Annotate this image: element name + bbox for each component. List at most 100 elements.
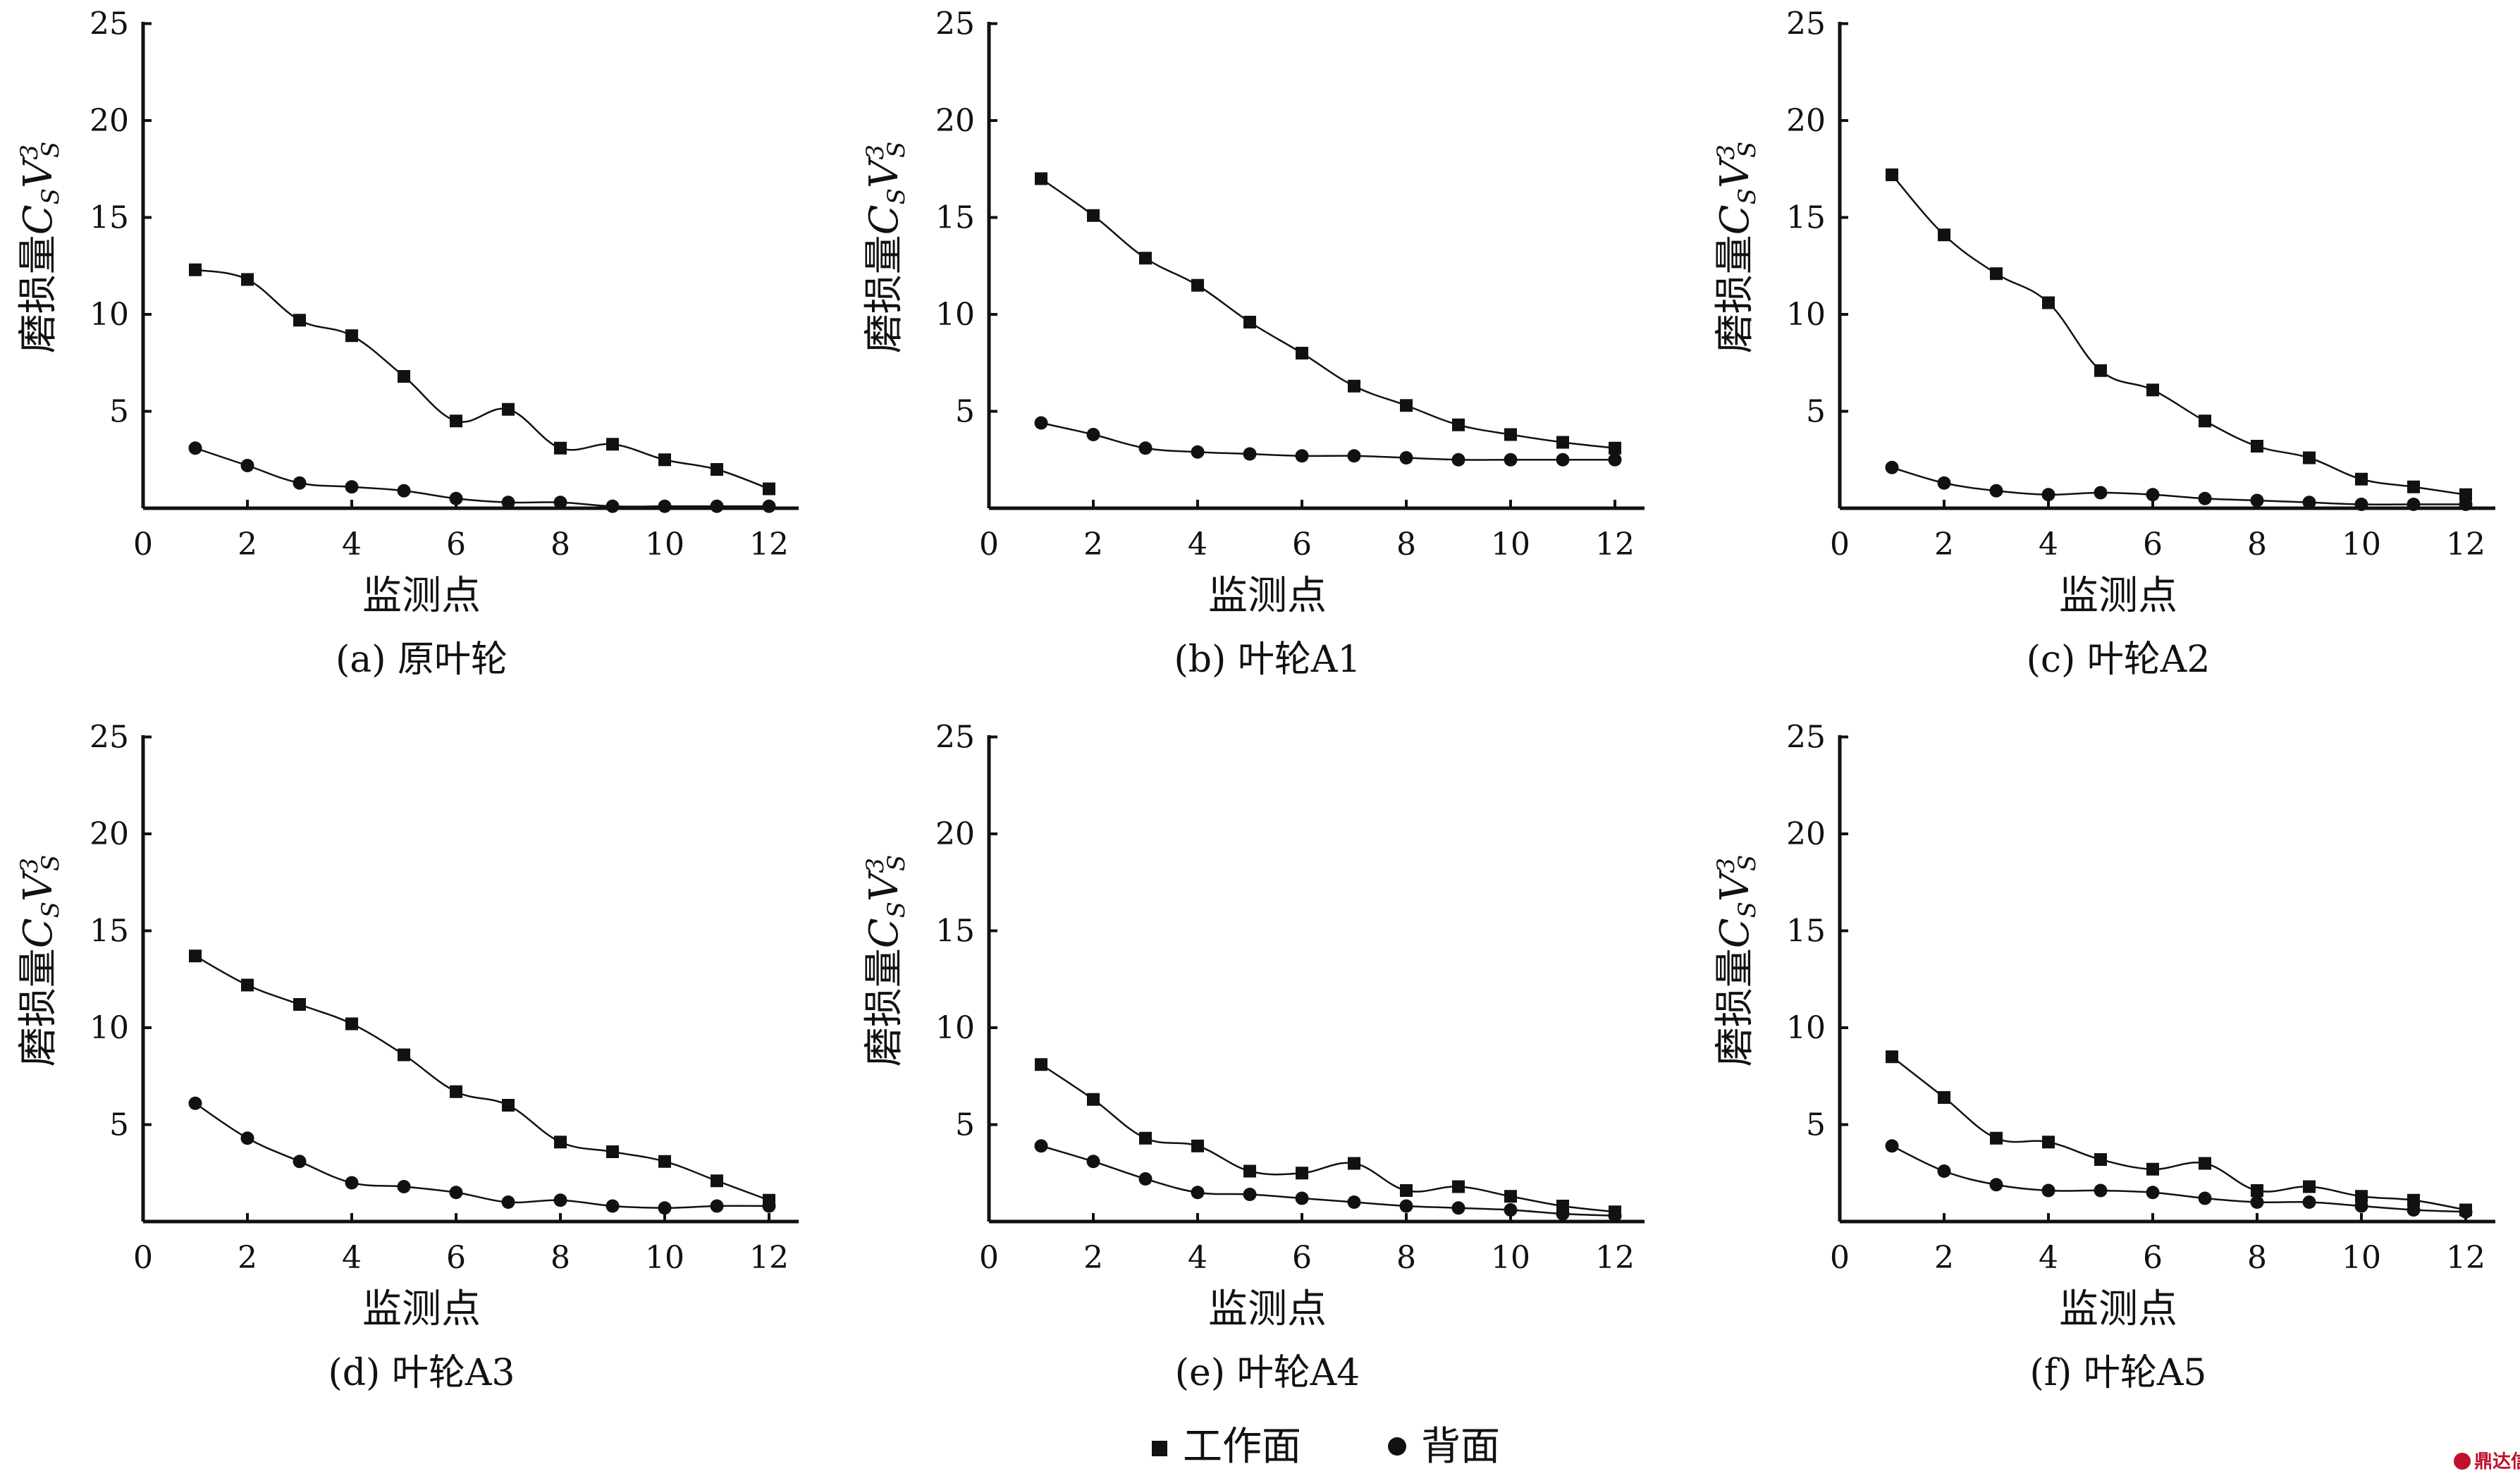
y-axis-title: 磨损量CSV3S (16, 855, 65, 1067)
data-point-square (189, 949, 202, 963)
data-point-square (1886, 1050, 1898, 1064)
data-point-square (2199, 1157, 2211, 1170)
data-point-square (345, 1017, 358, 1031)
series-line-back-face (1040, 422, 1615, 461)
x-axis-title: 监测点 (1208, 1286, 1327, 1332)
data-point-square (1938, 1091, 1950, 1104)
data-point-circle (1989, 1178, 2003, 1192)
x-tick-label: 0 (979, 1240, 999, 1276)
x-tick-label: 6 (2143, 527, 2163, 562)
series-line-back-face (1891, 1145, 2466, 1213)
data-point-circle (2459, 498, 2473, 511)
data-point-circle (2302, 496, 2316, 510)
data-point-square (2407, 1193, 2420, 1207)
x-tick-label: 2 (1083, 527, 1103, 562)
data-point-square (1035, 1058, 1047, 1071)
data-point-circle (1937, 476, 1951, 490)
data-point-circle (1451, 453, 1465, 467)
series-line-working-face (1040, 178, 1616, 449)
data-point-square (398, 1048, 410, 1062)
data-point-square (711, 1174, 723, 1188)
x-tick-label: 6 (1292, 1240, 1312, 1276)
y-tick-label: 15 (1786, 200, 1826, 236)
data-point-circle (2354, 1199, 2368, 1213)
data-point-circle (345, 1176, 359, 1190)
chart-panel-4: 0 2 4 6 8 10 12 5 10 15 20 25 监测点 磨损量CSV3S (d) 叶轮A3 (16, 720, 799, 1394)
panel-caption: (c) 叶轮A2 (2027, 639, 2211, 681)
x-tick-label: 0 (133, 1240, 153, 1276)
panel-caption: (f) 叶轮A5 (2030, 1352, 2207, 1394)
panel-caption: (d) 叶轮A3 (328, 1352, 515, 1394)
data-point-square (2094, 364, 2107, 377)
data-point-circle (1399, 451, 1413, 465)
data-point-circle (2407, 1203, 2421, 1217)
data-point-circle (606, 499, 620, 513)
data-point-square (1556, 436, 1569, 449)
data-point-circle (1989, 484, 2003, 498)
data-point-circle (1885, 460, 1899, 474)
y-tick-label: 15 (90, 200, 129, 236)
y-tick-label: 10 (935, 1010, 975, 1046)
data-point-circle (2354, 498, 2368, 511)
x-tick-label: 8 (551, 1240, 570, 1276)
data-point-circle (1191, 1186, 1205, 1200)
x-tick-label: 6 (2143, 1240, 2163, 1276)
x-tick-label: 4 (2039, 527, 2058, 562)
data-point-circle (1556, 1207, 1570, 1221)
x-tick-label: 4 (1188, 527, 1207, 562)
data-point-square (2355, 472, 2368, 486)
data-point-circle (449, 491, 463, 505)
x-tick-label: 8 (2247, 527, 2267, 562)
y-tick-label: 20 (90, 816, 129, 852)
data-point-circle (1451, 1201, 1465, 1215)
data-point-circle (345, 480, 359, 494)
data-point-circle (1399, 1199, 1413, 1213)
watermark-text: 鼎达信 (2474, 1451, 2520, 1472)
series-line-working-face (195, 269, 770, 490)
legend-marker-circle (1388, 1437, 1406, 1456)
y-tick-label: 25 (90, 6, 129, 42)
data-point-square (293, 314, 306, 327)
watermark-logo: 鼎达信 (2454, 1451, 2520, 1472)
data-point-square (2303, 451, 2316, 465)
data-point-square (1400, 399, 1413, 412)
data-point-square (502, 1099, 515, 1112)
data-point-circle (658, 1201, 672, 1215)
x-tick-label: 4 (2039, 1240, 2058, 1276)
data-point-circle (710, 1199, 724, 1213)
data-point-square (450, 1085, 462, 1098)
x-tick-label: 4 (342, 1240, 362, 1276)
data-point-circle (1086, 1155, 1100, 1169)
data-point-square (1504, 1190, 1517, 1203)
y-tick-label: 5 (109, 1107, 129, 1143)
panel-caption: (b) 叶轮A1 (1174, 639, 1360, 681)
data-point-square (1296, 1167, 1308, 1180)
data-point-square (711, 463, 723, 476)
data-point-circle (658, 499, 672, 513)
data-point-square (2355, 1190, 2368, 1203)
x-tick-label: 2 (238, 527, 257, 562)
x-tick-label: 10 (1491, 1240, 1530, 1276)
data-point-circle (2094, 486, 2108, 500)
data-point-square (2251, 1184, 2263, 1197)
data-point-square (2146, 1162, 2159, 1176)
x-tick-label: 12 (1595, 1240, 1635, 1276)
y-tick-label: 25 (1786, 720, 1826, 756)
y-tick-label: 20 (935, 103, 975, 139)
panel-caption: (e) 叶轮A4 (1175, 1352, 1360, 1394)
y-tick-label: 5 (1806, 394, 1826, 430)
data-point-circle (1138, 1172, 1153, 1186)
data-point-square (1452, 418, 1465, 431)
data-point-circle (1937, 1164, 1951, 1178)
data-point-square (554, 1136, 567, 1149)
y-axis-title: 磨损量CSV3S (861, 855, 911, 1067)
data-point-square (1087, 209, 1100, 222)
data-point-circle (2146, 488, 2160, 502)
x-tick-label: 12 (1595, 527, 1635, 562)
chart-panel-5: 0 2 4 6 8 10 12 5 10 15 20 25 监测点 磨损量CSV3S (e) 叶轮A4 (861, 720, 1645, 1394)
y-tick-label: 10 (1786, 1010, 1826, 1046)
series-line-back-face (195, 1102, 770, 1210)
data-point-circle (2146, 1186, 2160, 1200)
data-point-square (502, 402, 515, 416)
y-tick-label: 15 (935, 200, 975, 236)
